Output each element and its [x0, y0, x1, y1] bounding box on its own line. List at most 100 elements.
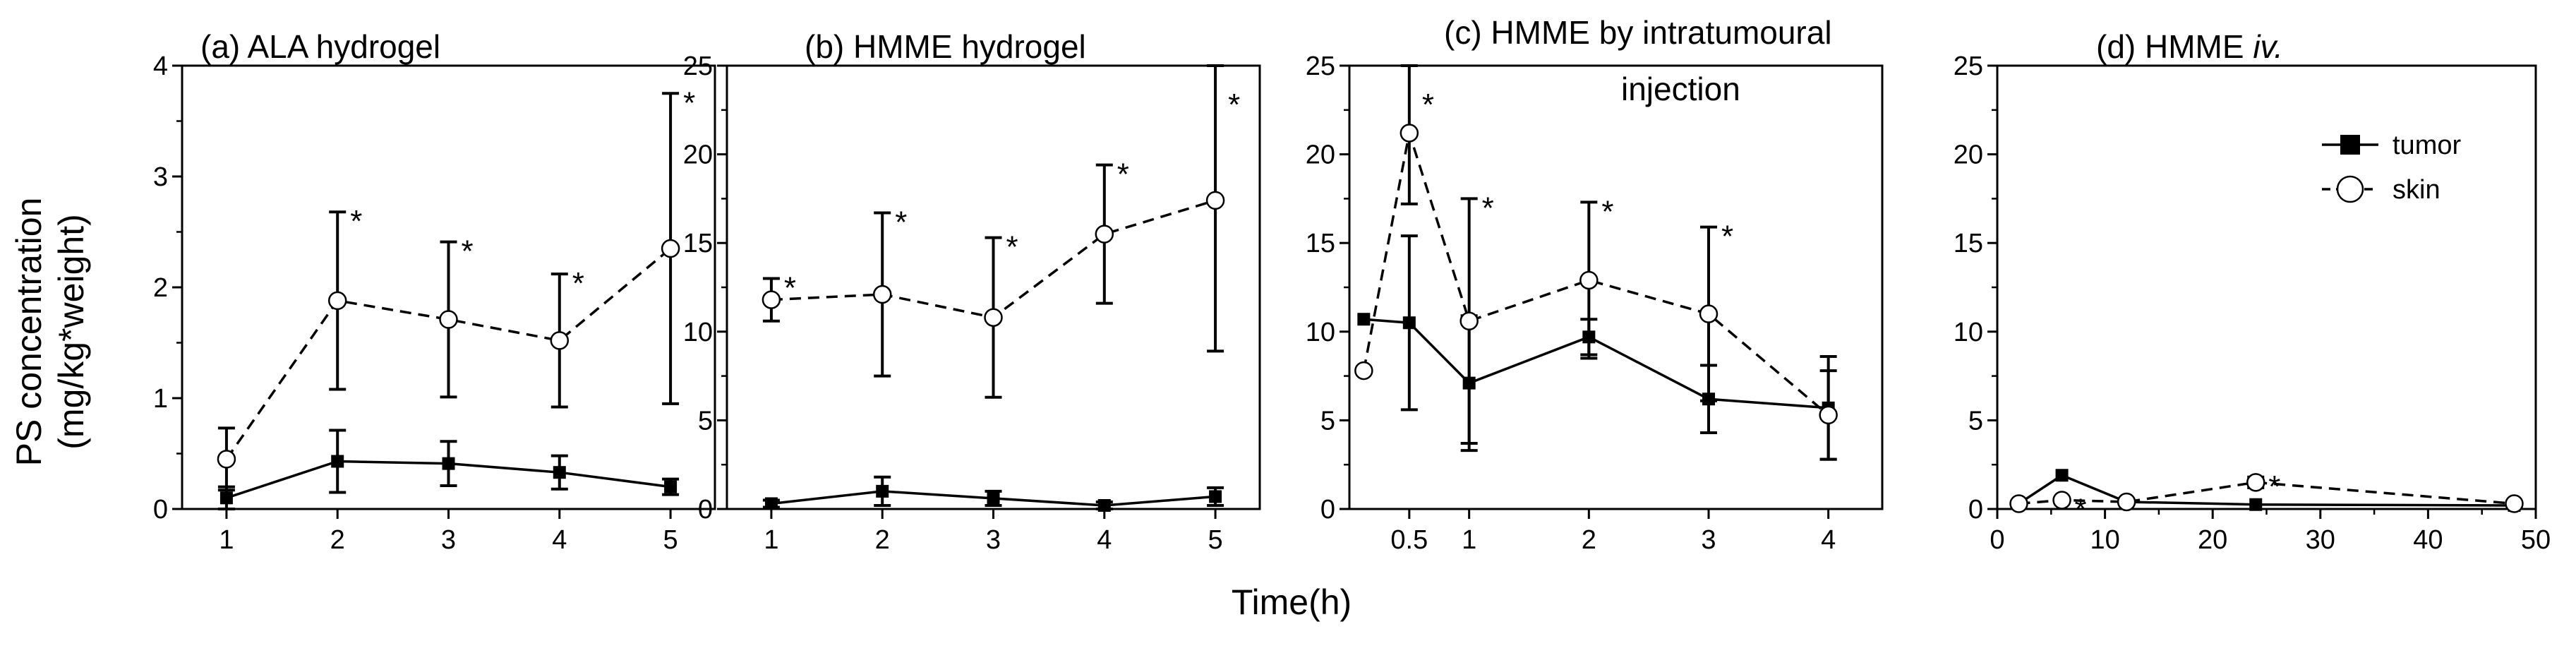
y-tick-label: 0 — [698, 495, 713, 525]
y-tick-label: 0 — [153, 495, 168, 525]
x-tick-label: 1 — [764, 525, 778, 555]
significance-star: * — [2075, 492, 2087, 527]
y-tick-label: 0 — [1320, 495, 1335, 525]
series-tumor — [1357, 234, 1837, 461]
y-tick-label: 1 — [153, 384, 168, 414]
series-skin — [1354, 64, 1838, 461]
x-tick-label: 5 — [1208, 525, 1223, 555]
marker-tumor — [987, 491, 1000, 505]
series-line-skin — [225, 247, 672, 460]
panel-title-line2: injection — [1621, 71, 1740, 107]
series-tumor — [2012, 469, 2521, 512]
panel-title: (c) HMME by intratumoural — [1444, 14, 1832, 51]
x-tick-label: 2 — [330, 525, 345, 555]
y-tick-label: 3 — [153, 162, 168, 192]
marker-skin — [1095, 224, 1114, 244]
marker-skin — [2052, 491, 2071, 510]
y-axis-title: PS concentration (mg/kg*weight) — [9, 198, 91, 467]
legend-label-tumor: tumor — [2393, 131, 2461, 160]
marker-skin — [1699, 304, 1719, 323]
marker-skin — [327, 291, 347, 311]
y-tick-label: 20 — [1306, 140, 1335, 170]
panel-title: (a) ALA hydrogel — [200, 28, 440, 65]
series-skin — [762, 64, 1225, 399]
marker-skin — [1354, 361, 1373, 381]
series-skin — [2009, 473, 2524, 513]
marker-skin — [984, 308, 1003, 327]
y-tick-label: 15 — [1954, 229, 1983, 258]
legend: tumor skin — [2322, 131, 2461, 205]
legend-label-skin: skin — [2393, 175, 2440, 205]
legend-marker-tumor — [2340, 135, 2360, 155]
significance-star: * — [462, 234, 474, 269]
marker-skin — [2009, 494, 2028, 513]
x-tick-label: 3 — [986, 525, 1001, 555]
y-tick-label: 5 — [1968, 406, 1983, 436]
marker-skin — [550, 331, 570, 350]
marker-skin — [1400, 124, 1419, 143]
marker-tumor — [331, 455, 344, 468]
y-tick-label: 10 — [1306, 318, 1335, 347]
significance-star: * — [683, 85, 695, 120]
panel-title: (d) HMME iv. — [2096, 28, 2283, 65]
y-axis-title-line1: PS concentration — [9, 198, 49, 467]
x-tick-label: 40 — [2413, 525, 2443, 555]
y-tick-label: 25 — [1954, 52, 1983, 81]
significance-star: * — [1117, 157, 1129, 192]
x-tick-label: 1 — [1462, 525, 1476, 555]
x-tick-label: 4 — [1097, 525, 1112, 555]
marker-skin — [872, 284, 892, 304]
x-tick-label: 3 — [1701, 525, 1716, 555]
panel-b: 0 5 10 15 20 25 1 2 3 4 5 (b) HMME hydrogel * * * * * — [683, 28, 1261, 555]
marker-skin — [2505, 494, 2524, 513]
significance-star: * — [1601, 194, 1613, 229]
x-tick-label: 5 — [663, 525, 678, 555]
significance-star: * — [895, 205, 907, 239]
x-tick-label: 0 — [1990, 525, 2004, 555]
marker-skin — [2117, 492, 2136, 512]
marker-tumor — [1402, 316, 1416, 330]
marker-skin — [1579, 270, 1599, 290]
panel-title-italic: iv. — [2253, 28, 2283, 65]
marker-skin — [2246, 473, 2265, 492]
marker-tumor — [664, 480, 678, 493]
marker-tumor — [1097, 498, 1111, 512]
significance-star: * — [1482, 191, 1494, 225]
y-tick-label: 20 — [1954, 140, 1983, 170]
series-skin — [217, 92, 680, 492]
x-tick-label: 2 — [875, 525, 890, 555]
marker-tumor — [764, 497, 778, 510]
significance-star: * — [784, 270, 796, 305]
x-tick-label: 30 — [2306, 525, 2335, 555]
y-tick-label: 2 — [153, 273, 168, 303]
significance-star: * — [1228, 88, 1240, 122]
series-line-skin — [2018, 481, 2515, 505]
significance-star: * — [1422, 88, 1434, 122]
y-tick-label: 25 — [683, 52, 713, 81]
legend-marker-skin — [2336, 175, 2364, 203]
y-tick-label: 15 — [683, 229, 713, 258]
series-line-skin — [1362, 132, 1829, 417]
y-tick-label: 4 — [153, 52, 168, 81]
significance-star: * — [350, 204, 362, 239]
significance-star: * — [1721, 220, 1733, 254]
marker-skin — [762, 290, 781, 309]
panel-d: 0 5 10 15 20 25 0 10 20 30 40 50 (d) HMME iv. * * tumor… — [1954, 28, 2551, 555]
marker-tumor — [2249, 498, 2263, 511]
series-tumor — [762, 475, 1224, 512]
y-tick-label: 5 — [1320, 406, 1335, 436]
series-tumor — [217, 429, 680, 510]
x-tick-label: 10 — [2090, 525, 2119, 555]
marker-skin — [439, 310, 458, 329]
marker-skin — [217, 450, 236, 469]
x-tick-label: 3 — [441, 525, 456, 555]
x-tick-label: 0.5 — [1390, 525, 1428, 555]
panel-a: 0 1 2 3 4 1 2 3 4 5 (a) ALA hydrogel * * * * — [153, 28, 716, 555]
significance-star: * — [1006, 230, 1018, 265]
x-axis-title: Time(h) — [1232, 582, 1352, 622]
y-tick-label: 10 — [1954, 318, 1983, 347]
panel-title: (b) HMME hydrogel — [805, 28, 1086, 65]
significance-star: * — [572, 266, 584, 301]
